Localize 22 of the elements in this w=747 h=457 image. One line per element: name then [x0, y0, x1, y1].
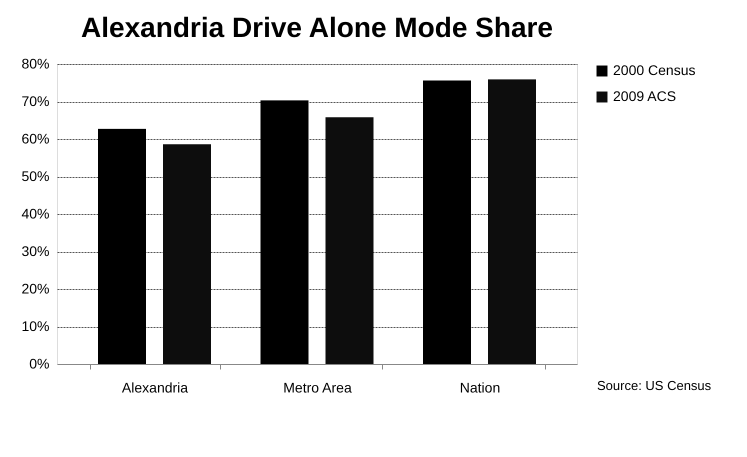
y-tick-label: 40% [21, 206, 50, 222]
bar [326, 117, 374, 364]
bar [260, 100, 308, 364]
y-tick-label: 60% [21, 130, 50, 146]
source-note: Source: US Census [597, 378, 712, 393]
y-tick-label: 80% [21, 56, 50, 72]
x-tick-label: Metro Area [283, 380, 352, 396]
y-tick-label: 20% [21, 280, 50, 296]
y-tick-label: 10% [21, 318, 50, 334]
y-tick-label: 30% [21, 243, 50, 259]
legend-label: 2009 ACS [613, 88, 676, 104]
bar [163, 144, 211, 364]
y-tick-label: 0% [29, 356, 50, 372]
bar [423, 80, 471, 364]
chart-title: Alexandria Drive Alone Mode Share [81, 12, 553, 43]
y-tick-label: 70% [21, 93, 50, 109]
legend-label: 2000 Census [613, 62, 696, 78]
x-tick-label: Nation [460, 380, 500, 396]
y-tick-label: 50% [21, 168, 50, 184]
bar [488, 79, 536, 364]
x-tick-label: Alexandria [122, 380, 188, 396]
bar [98, 128, 146, 364]
